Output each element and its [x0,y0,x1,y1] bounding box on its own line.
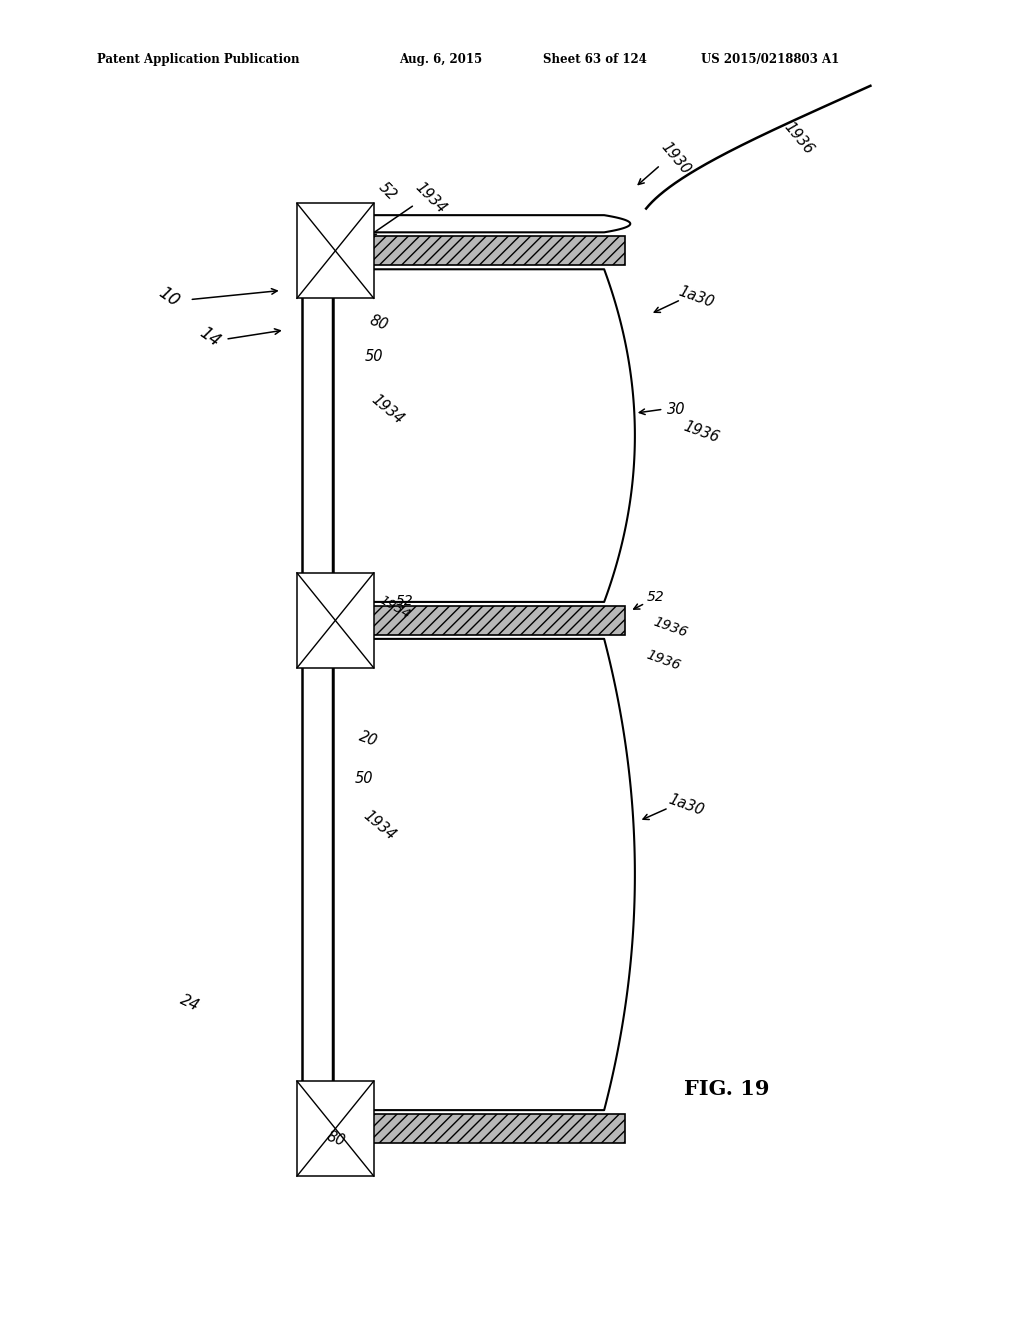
Bar [302,211,333,1155]
Text: 30: 30 [667,401,685,417]
Polygon shape [333,215,630,232]
Polygon shape [333,269,635,602]
Text: 1936: 1936 [651,614,690,640]
Text: FIG. 19: FIG. 19 [684,1078,770,1100]
Text: 24: 24 [177,993,202,1014]
Text: 1934: 1934 [359,808,398,842]
Text: Patent Application Publication: Patent Application Publication [97,53,300,66]
Text: Aug. 6, 2015: Aug. 6, 2015 [399,53,482,66]
Text: 20: 20 [357,729,380,750]
Text: 1936: 1936 [682,418,721,445]
Text: 1a30: 1a30 [667,792,706,818]
Text: 1934: 1934 [377,593,412,622]
Text: Sheet 63 of 124: Sheet 63 of 124 [543,53,646,66]
Bar [333,236,625,265]
Text: 50: 50 [354,771,373,787]
Text: 1934: 1934 [368,392,407,426]
Text: 52: 52 [395,594,414,607]
Text: 14: 14 [196,323,224,350]
Text: 80: 80 [368,313,390,334]
Bar [297,573,374,668]
Text: 80: 80 [325,1129,347,1150]
Text: 52: 52 [375,180,399,203]
Bar [297,203,374,298]
Text: 1934: 1934 [412,180,449,216]
Text: 10: 10 [155,284,183,310]
Text: 1936: 1936 [781,120,816,157]
Text: 52: 52 [646,590,665,603]
Bar [333,606,625,635]
Text: 50: 50 [365,348,383,364]
Bar [333,1114,625,1143]
Bar [297,1081,374,1176]
Text: US 2015/0218803 A1: US 2015/0218803 A1 [701,53,840,66]
Polygon shape [333,639,635,1110]
Text: 1930: 1930 [658,140,693,177]
Text: 1936: 1936 [644,647,683,673]
Text: 1a30: 1a30 [677,284,716,310]
